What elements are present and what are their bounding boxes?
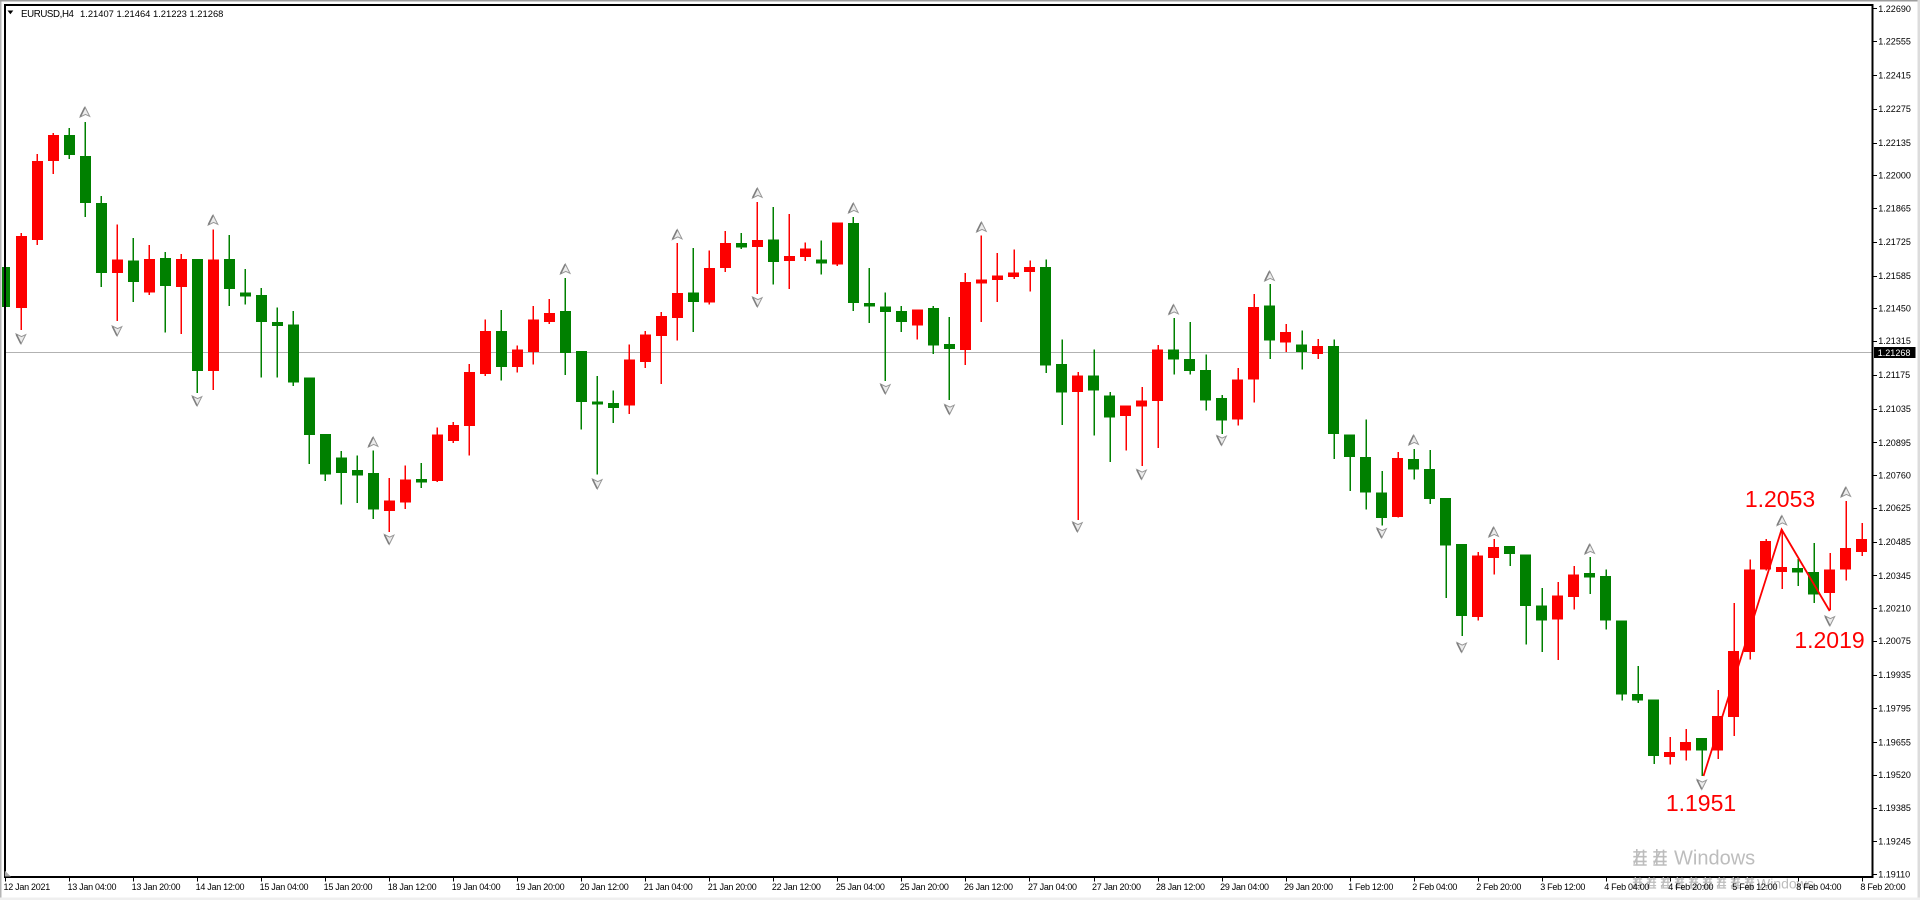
svg-text:1.20760: 1.20760 [1878,470,1911,480]
svg-text:1.21725: 1.21725 [1878,237,1911,247]
svg-text:1.22135: 1.22135 [1878,138,1911,148]
svg-text:1.21585: 1.21585 [1878,271,1911,281]
svg-text:EURUSD,H4: EURUSD,H4 [21,9,75,20]
svg-text:28 Jan 12:00: 28 Jan 12:00 [1156,882,1205,892]
svg-text:27 Jan 04:00: 27 Jan 04:00 [1028,882,1077,892]
svg-text:15 Jan 20:00: 15 Jan 20:00 [324,882,373,892]
svg-text:1.20345: 1.20345 [1878,571,1911,581]
svg-text:1.22415: 1.22415 [1878,70,1911,80]
svg-text:1.21407 1.21464 1.21223 1.2126: 1.21407 1.21464 1.21223 1.21268 [80,8,223,19]
svg-text:1.19795: 1.19795 [1878,704,1911,714]
svg-text:8 Feb 20:00: 8 Feb 20:00 [1860,882,1905,892]
svg-text:1.22555: 1.22555 [1878,36,1911,46]
svg-text:14 Jan 12:00: 14 Jan 12:00 [196,882,245,892]
svg-text:25 Jan 04:00: 25 Jan 04:00 [836,882,885,892]
svg-text:1.22690: 1.22690 [1878,4,1911,14]
svg-text:1.21450: 1.21450 [1878,304,1911,314]
svg-text:1.1951: 1.1951 [1666,790,1736,816]
svg-text:13 Jan 04:00: 13 Jan 04:00 [68,882,117,892]
svg-text:1.20210: 1.20210 [1878,603,1911,613]
svg-text:2 Feb 20:00: 2 Feb 20:00 [1476,882,1521,892]
svg-text:1.21865: 1.21865 [1878,203,1911,213]
svg-text:1.20895: 1.20895 [1878,438,1911,448]
svg-text:1.19935: 1.19935 [1878,670,1911,680]
svg-text:1.22000: 1.22000 [1878,171,1911,181]
svg-text:1.19520: 1.19520 [1878,770,1911,780]
svg-text:1.19655: 1.19655 [1878,738,1911,748]
svg-text:5 Feb 12:00: 5 Feb 12:00 [1732,882,1777,892]
svg-text:1.19245: 1.19245 [1878,837,1911,847]
svg-text:4 Feb 20:00: 4 Feb 20:00 [1668,882,1713,892]
svg-text:8 Feb 04:00: 8 Feb 04:00 [1796,882,1841,892]
svg-text:15 Jan 04:00: 15 Jan 04:00 [260,882,309,892]
svg-text:1.2019: 1.2019 [1794,627,1864,653]
svg-text:13 Jan 20:00: 13 Jan 20:00 [132,882,181,892]
svg-text:1.20075: 1.20075 [1878,636,1911,646]
svg-text:19 Jan 20:00: 19 Jan 20:00 [516,882,565,892]
svg-text:3 Feb 12:00: 3 Feb 12:00 [1540,882,1585,892]
svg-text:1.21268: 1.21268 [1878,348,1911,358]
svg-text:21 Jan 04:00: 21 Jan 04:00 [644,882,693,892]
svg-text:20 Jan 12:00: 20 Jan 12:00 [580,882,629,892]
svg-text:1.2053: 1.2053 [1745,486,1815,512]
svg-text:1.20485: 1.20485 [1878,537,1911,547]
svg-text:29 Jan 04:00: 29 Jan 04:00 [1220,882,1269,892]
svg-text:1 Feb 12:00: 1 Feb 12:00 [1348,882,1393,892]
svg-text:1.19110: 1.19110 [1878,869,1910,879]
svg-text:2 Feb 04:00: 2 Feb 04:00 [1412,882,1457,892]
svg-text:Windows: Windows [1674,848,1755,870]
svg-text:21 Jan 20:00: 21 Jan 20:00 [708,882,757,892]
svg-text:22 Jan 12:00: 22 Jan 12:00 [772,882,821,892]
svg-text:25 Jan 20:00: 25 Jan 20:00 [900,882,949,892]
svg-text:1.20625: 1.20625 [1878,503,1911,513]
svg-text:12 Jan 2021: 12 Jan 2021 [4,882,51,892]
svg-text:19 Jan 04:00: 19 Jan 04:00 [452,882,501,892]
svg-text:1.21315: 1.21315 [1878,336,1911,346]
svg-text:1.19385: 1.19385 [1878,803,1911,813]
svg-text:29 Jan 20:00: 29 Jan 20:00 [1284,882,1333,892]
svg-text:1.21175: 1.21175 [1878,370,1910,380]
svg-text:18 Jan 12:00: 18 Jan 12:00 [388,882,437,892]
svg-text:1.22275: 1.22275 [1878,104,1911,114]
svg-text:26 Jan 12:00: 26 Jan 12:00 [964,882,1013,892]
svg-text:4 Feb 04:00: 4 Feb 04:00 [1604,882,1649,892]
svg-text:1.21035: 1.21035 [1878,404,1911,414]
svg-text:27 Jan 20:00: 27 Jan 20:00 [1092,882,1141,892]
